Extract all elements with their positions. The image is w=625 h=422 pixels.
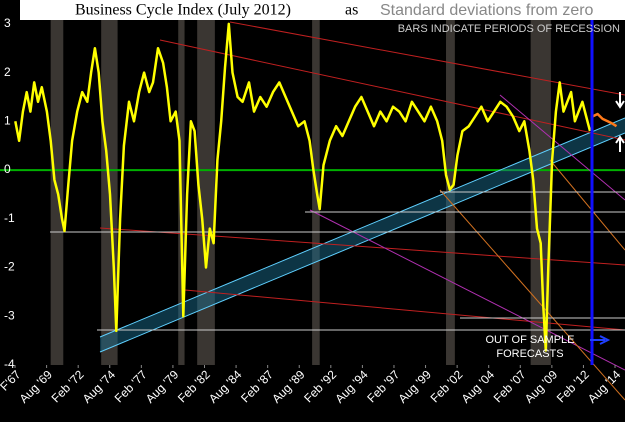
y-tick-label: 1 xyxy=(4,114,11,128)
trend-line xyxy=(184,289,625,331)
series-line xyxy=(591,112,618,128)
chart-title: Business Cycle Index (July 2012) xyxy=(75,2,291,19)
channel-line xyxy=(99,132,625,353)
trend-line xyxy=(99,227,625,266)
trend-line xyxy=(159,39,625,141)
y-tick-label: 3 xyxy=(4,16,11,30)
trend-line xyxy=(439,189,625,401)
y-tick-label: -4 xyxy=(4,357,15,371)
y-tick-label: 0 xyxy=(4,162,11,176)
down-arrow xyxy=(615,92,625,109)
recession-note: BARS INDICATE PERIODS OF RECESSION xyxy=(398,23,620,35)
y-tick-label: 2 xyxy=(4,65,11,79)
series-line xyxy=(14,22,592,352)
channel-line xyxy=(99,117,625,338)
trend-line xyxy=(499,94,625,201)
series-layer xyxy=(14,22,618,352)
y-tick-label: -3 xyxy=(4,308,15,322)
y-tick-label: -1 xyxy=(4,211,15,225)
subtitle: Standard deviations from zero xyxy=(380,2,594,19)
recession-bar xyxy=(197,20,215,365)
forecast-arrow xyxy=(590,335,611,345)
trend-lines xyxy=(50,21,625,401)
trend-line xyxy=(549,159,625,251)
trend-line xyxy=(309,209,625,371)
up-arrow xyxy=(615,135,625,152)
channel-fill xyxy=(100,118,625,352)
forecast-note-box: OUT OF SAMPLE FORECASTS xyxy=(485,334,575,360)
connector: as xyxy=(345,2,358,19)
forecast-note: OUT OF SAMPLE FORECASTS xyxy=(485,334,575,360)
title-band xyxy=(20,0,625,20)
y-tick-label: -2 xyxy=(4,260,15,274)
